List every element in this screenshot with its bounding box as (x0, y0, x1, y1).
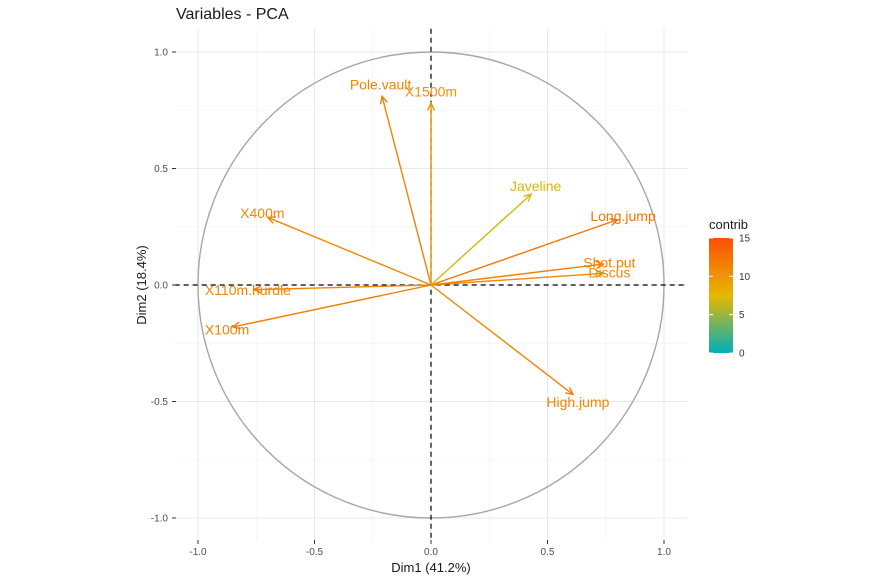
y-axis-ticks: -1.0 -0.5 0.0 0.5 1.0 (151, 48, 176, 525)
arrow-shaft (253, 284, 432, 291)
variable-arrows (231, 94, 619, 396)
legend-ticks: 0 5 10 15 (709, 234, 751, 360)
variable-label: X110m.hurdle (205, 282, 291, 298)
arrow-shaft (430, 193, 532, 286)
variable-label: X1500m (405, 83, 457, 99)
y-tick-label: 1.0 (154, 48, 168, 59)
x-tick-label: 0.5 (541, 547, 555, 558)
chart-title: Variables - PCA (176, 6, 289, 23)
y-tick-label: 0.5 (154, 164, 168, 175)
arrow-head (231, 321, 241, 330)
arrow-head (266, 216, 276, 224)
arrow-head (379, 94, 388, 105)
arrow-head (252, 285, 262, 294)
variable-label: Javeline (510, 178, 562, 194)
arrow-head (523, 193, 533, 202)
x-tick-label: 0.0 (424, 547, 438, 558)
arrow-head (595, 260, 606, 269)
arrow-head (609, 218, 619, 226)
variable-label: Long.jump (590, 208, 656, 224)
arrow-shaft (267, 216, 432, 286)
x-tick-label: 1.0 (657, 547, 671, 558)
y-axis-label: Dim2 (18.4%) (134, 245, 149, 324)
arrow-shaft (430, 263, 604, 286)
arrow-shaft (430, 219, 618, 286)
legend-tick-label: 0 (739, 349, 745, 360)
arrow-shaft (430, 284, 574, 396)
y-tick-label: 0.0 (154, 281, 168, 292)
x-axis-ticks: -1.0 -0.5 0.0 0.5 1.0 (189, 540, 671, 558)
arrow-head (565, 387, 575, 396)
variable-labels: X100m Long.jump Shot.put High.jump X400m X110… (205, 77, 656, 410)
x-tick-label: -0.5 (306, 547, 324, 558)
arrow-shaft (381, 96, 432, 286)
variable-label: X400m (240, 205, 284, 221)
legend-tick-label: 5 (739, 310, 745, 321)
arrow-head (595, 269, 606, 278)
variable-label: Shot.put (583, 255, 635, 271)
arrow-shaft (430, 272, 604, 286)
legend: contrib 0 5 10 15 (709, 217, 751, 360)
x-tick-label: -1.0 (189, 547, 207, 558)
legend-colorbar (709, 238, 733, 353)
variable-label: Discus (588, 265, 630, 281)
arrow-head (426, 101, 436, 111)
legend-title: contrib (709, 217, 748, 232)
legend-tick-label: 10 (739, 272, 751, 283)
legend-tick-label: 15 (739, 234, 751, 245)
variable-label: X100m (205, 321, 249, 337)
variable-label: High.jump (546, 394, 609, 410)
x-axis-label: Dim1 (41.2%) (391, 560, 470, 575)
y-tick-label: -1.0 (151, 514, 169, 525)
variable-label: Pole.vault (350, 77, 412, 93)
y-tick-label: -0.5 (151, 397, 169, 408)
arrow-shaft (232, 284, 432, 328)
